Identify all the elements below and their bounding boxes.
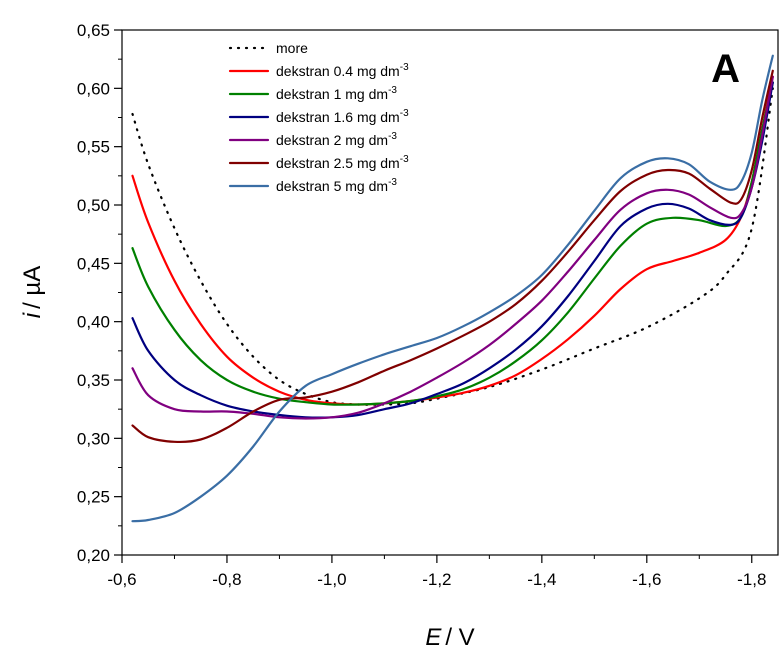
y-tick-label: 0,30 [77,429,110,448]
y-axis-unit: / µA [19,266,46,309]
x-tick-label: -0,6 [107,570,136,589]
axis-layer: 0,20 0,25 0,30 0,35 0,40 0,45 0,50 0,55 0,60 0,65… [77,21,767,589]
series-line-5 [131,69,774,444]
series-line-4 [131,75,774,420]
panel-label: A [711,47,740,91]
y-tick-label: 0,35 [77,371,110,390]
y-tick-label: 0,50 [77,196,110,215]
legend-label-4: dekstran 2 mg dm-3 [276,131,397,148]
x-tick-label: -1,0 [317,570,346,589]
legend-label-1: dekstran 0.4 mg dm-3 [276,62,409,79]
x-axis-variable: E [425,624,442,651]
series-layer [131,54,774,523]
series-line-6 [131,54,774,523]
y-tick-label: 0,55 [77,138,110,157]
y-tick-label: 0,65 [77,21,110,40]
x-tick-label: -1,4 [527,570,556,589]
x-tick-label: -1,2 [422,570,451,589]
x-axis-title: E / V [425,624,474,651]
x-tick-label: -1,8 [737,570,766,589]
x-tick-label: -1,6 [632,570,661,589]
legend-label-6: dekstran 5 mg dm-3 [276,177,397,194]
y-tick-label: 0,45 [77,254,110,273]
legend-label-3: dekstran 1.6 mg dm-3 [276,108,409,125]
legend-label-5: dekstran 2.5 mg dm-3 [276,154,409,171]
x-tick-label: -0,8 [212,570,241,589]
series-line-3 [131,81,774,419]
series-line-1 [131,75,774,406]
legend-label-2: dekstran 1 mg dm-3 [276,85,397,102]
y-tick-label: 0,20 [77,546,110,565]
legend-label-0: more [276,40,308,56]
y-tick-label: 0,60 [77,79,110,98]
series-line-2 [131,81,774,406]
y-tick-label: 0,40 [77,313,110,332]
y-axis-title: i / µA [19,266,46,319]
y-tick-label: 0,25 [77,488,110,507]
series-line-0 [131,87,774,406]
x-axis-unit: / V [445,624,474,651]
y-axis-variable: i [19,312,46,318]
legend: more dekstran 0.4 mg dm-3 dekstran 1 mg dm… [228,40,409,194]
